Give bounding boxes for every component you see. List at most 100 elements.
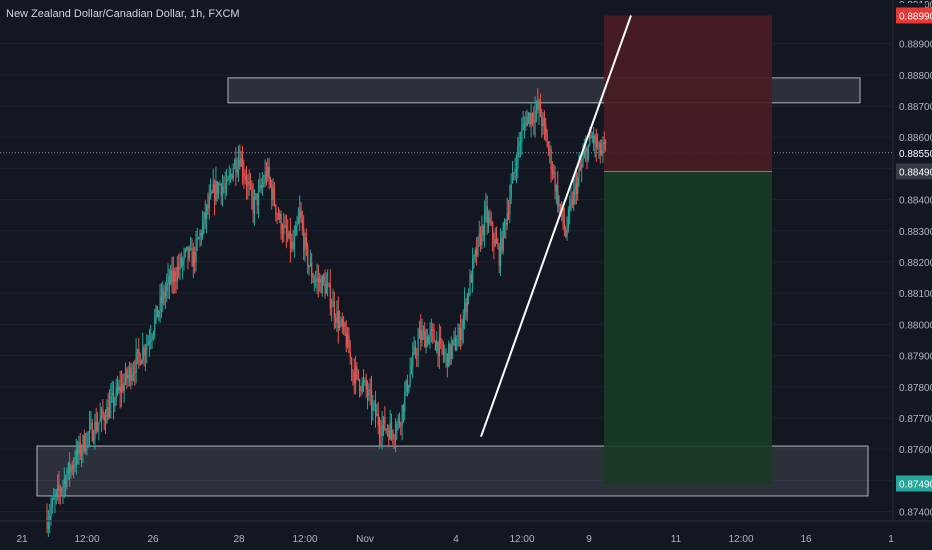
time-axis[interactable]: 21 12:00 26 28 12:00 Nov 4 12:00 9 11 12:00 16 1 xyxy=(0,520,932,545)
candle-body xyxy=(433,329,435,342)
candle-body xyxy=(120,383,123,393)
candle-body xyxy=(538,101,540,110)
candle-body xyxy=(218,184,220,195)
candle-body xyxy=(360,389,362,391)
time-tick-label: 1 xyxy=(888,534,894,545)
candle-body xyxy=(200,232,202,237)
candle-body xyxy=(309,262,312,266)
price-tick-label: 0.87900 xyxy=(899,352,932,363)
candle-body xyxy=(438,337,441,357)
candle-body xyxy=(66,473,68,487)
candle-body xyxy=(284,225,286,227)
candle-body xyxy=(425,336,427,348)
candle-body xyxy=(156,306,159,318)
short-position-tool[interactable] xyxy=(604,15,772,484)
candle-body xyxy=(489,218,491,223)
candle-body xyxy=(472,259,474,283)
candle-body xyxy=(303,228,305,250)
candle-body xyxy=(345,333,347,347)
candle-body xyxy=(458,327,460,338)
candle-body xyxy=(85,448,87,451)
candle-body xyxy=(353,372,355,384)
candle-body xyxy=(214,183,216,201)
candle-body xyxy=(508,212,510,214)
candle-body xyxy=(152,331,155,337)
candle-body xyxy=(307,246,309,267)
price-axis[interactable]: 0.874000.875000.876000.877000.878000.879… xyxy=(892,0,932,520)
candle-body xyxy=(285,225,288,235)
candle-body xyxy=(257,189,260,205)
candle-body xyxy=(179,257,181,270)
candle-body xyxy=(271,184,273,200)
price-tick-label: 0.88400 xyxy=(899,196,932,207)
candle-body xyxy=(223,187,225,189)
candle-body xyxy=(73,465,75,469)
candle-body xyxy=(367,388,369,396)
candle-body xyxy=(553,171,555,174)
candle-body xyxy=(47,521,50,529)
candle-body xyxy=(404,392,406,412)
current-price-label-bg xyxy=(896,144,932,161)
candle-body xyxy=(109,403,111,418)
candle-body xyxy=(202,223,204,237)
candle-body xyxy=(305,237,308,247)
candle-body xyxy=(531,113,534,121)
candle-body xyxy=(492,223,494,239)
candle-body xyxy=(58,485,60,490)
candle-body xyxy=(441,340,443,350)
time-tick-label: 26 xyxy=(147,534,159,545)
candle-body xyxy=(231,174,233,179)
candle-body xyxy=(476,249,478,256)
candle-body xyxy=(493,238,495,246)
candle-body xyxy=(304,237,306,250)
candle-body xyxy=(440,337,442,341)
candle-body xyxy=(110,396,112,404)
candle-body xyxy=(389,422,391,440)
candle-body xyxy=(546,133,548,147)
candle-body xyxy=(207,205,209,209)
candle-body xyxy=(295,225,297,236)
candle-body xyxy=(74,464,76,466)
candle-body xyxy=(570,199,572,205)
candle-body xyxy=(488,218,490,223)
candle-body xyxy=(204,212,206,219)
candle-body xyxy=(69,462,71,473)
candle-body xyxy=(566,228,568,237)
candle-body xyxy=(256,193,258,205)
candle-body xyxy=(144,350,147,356)
candle-body xyxy=(474,249,476,256)
candle-body xyxy=(501,237,503,251)
candle-body xyxy=(292,242,294,249)
candle-body xyxy=(188,248,191,259)
candle-body xyxy=(280,213,282,233)
candle-body xyxy=(418,329,421,339)
candle-body xyxy=(170,270,172,285)
candle-body xyxy=(219,184,221,186)
candle-body xyxy=(460,327,462,341)
candle-body xyxy=(543,117,546,125)
candle-body xyxy=(51,499,54,509)
price-tick-label: 0.88300 xyxy=(899,227,932,238)
candle-body xyxy=(585,148,587,152)
candle-body xyxy=(102,409,104,416)
candle-body xyxy=(579,167,582,169)
candle-body xyxy=(159,296,161,312)
time-tick-label: 12:00 xyxy=(292,534,317,545)
candle-body xyxy=(321,276,324,293)
trendline[interactable] xyxy=(480,15,632,438)
stop-loss-price-label: 0.88990 xyxy=(899,11,932,22)
candle-body xyxy=(527,112,530,117)
candle-body xyxy=(595,136,597,148)
trendline-segment xyxy=(480,15,632,438)
candle-body xyxy=(61,489,63,492)
take-profit-price-label: 0.87490 xyxy=(899,479,932,490)
take-profit-area xyxy=(604,171,772,484)
candle-body xyxy=(417,338,419,355)
candle-body xyxy=(429,330,431,337)
candle-body xyxy=(50,508,52,516)
candle-body xyxy=(220,184,222,196)
candle-body xyxy=(82,435,84,451)
candle-body xyxy=(206,205,208,219)
candle-body xyxy=(341,318,343,327)
